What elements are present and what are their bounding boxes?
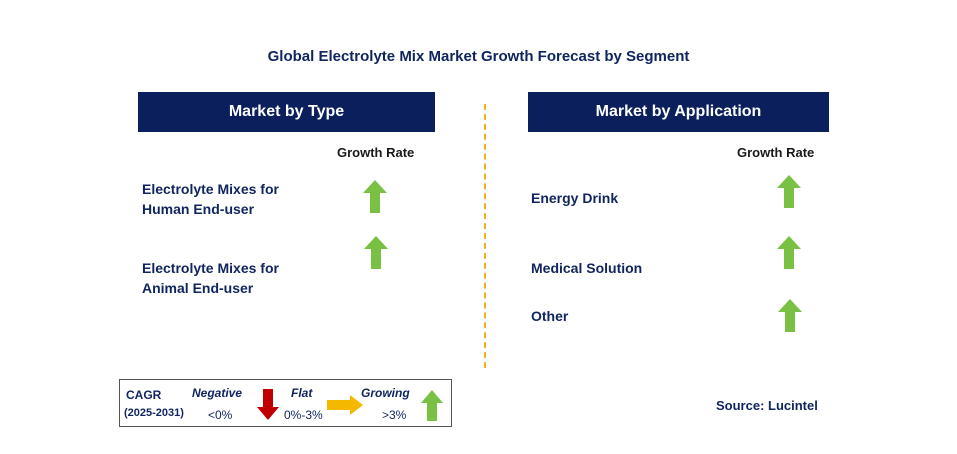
up-arrow-icon — [777, 236, 801, 269]
legend-flat-range: 0%-3% — [284, 408, 323, 422]
source-note: Source: Lucintel — [716, 398, 818, 413]
legend-negative-label: Negative — [192, 386, 243, 400]
legend-flat-label: Flat — [291, 386, 313, 400]
segment-label-line2: Human End-user — [142, 201, 255, 217]
application-growth-rate-label: Growth Rate — [737, 145, 815, 160]
type-panel-header: Market by Type — [138, 92, 435, 132]
legend-growing-label: Growing — [361, 386, 410, 400]
up-arrow-icon — [778, 299, 802, 332]
down-arrow-icon — [257, 389, 279, 420]
up-arrow-icon — [777, 175, 801, 208]
legend-growing-range: >3% — [382, 408, 407, 422]
segment-label-line1: Electrolyte Mixes for — [142, 181, 279, 197]
up-arrow-icon — [364, 236, 388, 269]
type-growth-rate-label: Growth Rate — [337, 145, 415, 160]
application-segment-energy-drink: Energy Drink — [531, 190, 619, 206]
application-segment-other: Other — [531, 308, 569, 324]
segment-label-line1: Electrolyte Mixes for — [142, 260, 279, 276]
type-segment-animal: Electrolyte Mixes for Animal End-user — [142, 258, 279, 298]
right-arrow-icon — [327, 395, 363, 415]
legend-negative-range: <0% — [208, 408, 233, 422]
application-segment-medical-solution: Medical Solution — [531, 260, 643, 276]
cagr-legend: CAGR (2025-2031) Negative <0% Flat 0%-3%… — [119, 379, 452, 427]
up-arrow-icon — [421, 390, 443, 421]
page-title: Global Electrolyte Mix Market Growth For… — [267, 48, 690, 65]
legend-period: (2025-2031) — [124, 407, 184, 419]
panel-divider — [484, 104, 486, 368]
type-segment-human: Electrolyte Mixes for Human End-user — [142, 179, 279, 219]
up-arrow-icon — [363, 180, 387, 213]
segment-label-line2: Animal End-user — [142, 280, 254, 296]
legend-cagr-label: CAGR — [126, 388, 162, 402]
application-panel-header: Market by Application — [528, 92, 829, 132]
